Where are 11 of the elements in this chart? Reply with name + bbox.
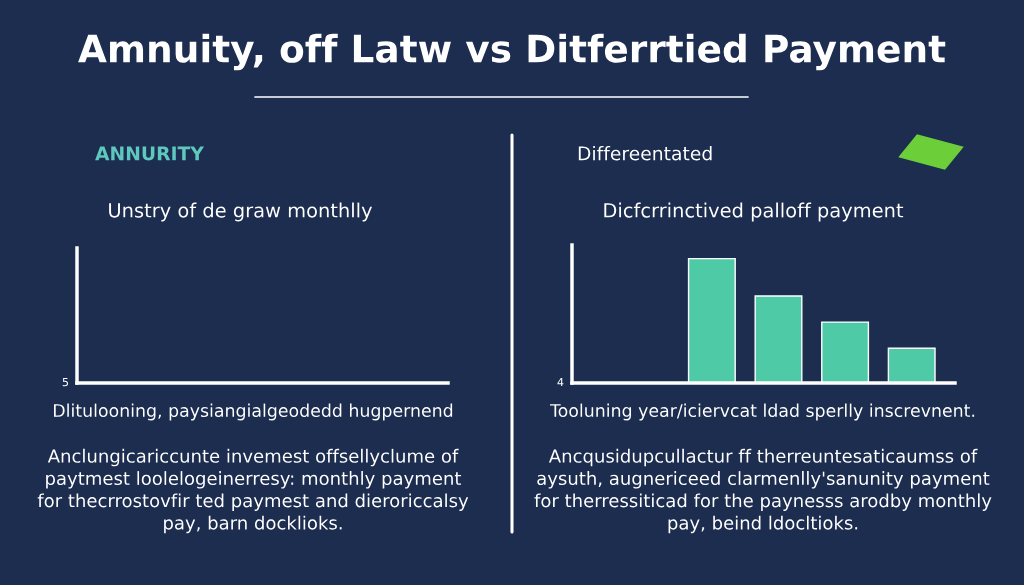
- text: Ancqusidupcullactur ff therreuntesaticaumss of aysuth, augnericeed clarmenlly'sanunity payment for therressiticad for the paynesss arodby monthly pay, beind ldocltioks.: [534, 448, 992, 534]
- text: 4: [557, 377, 564, 387]
- text: Dlitulooning, paysiangialgeodedd hugpernend: [54, 403, 453, 421]
- chart-subtitle: Dicfcrrinctived palloff payment: [604, 202, 904, 222]
- text: Tooluning year/iciervcat ldad sperlly inscrevnent.: [549, 403, 975, 421]
- text: Anclungicariccunte invemest offsellyclume of paytmest loolelogeinerresy: monthly payment for thecrrostovfir ted paymest and dieroriccalsy pay, barn docklioks.: [37, 448, 469, 534]
- text: Unstry of de graw monthlly: [109, 202, 372, 222]
- text: ANNURITY: [95, 146, 205, 161]
- chart-title: Differeentated: [578, 145, 712, 161]
- text: 5: [62, 377, 69, 387]
- text: Amnuity, off Latw vs Ditferrtied Payment: [78, 33, 946, 71]
